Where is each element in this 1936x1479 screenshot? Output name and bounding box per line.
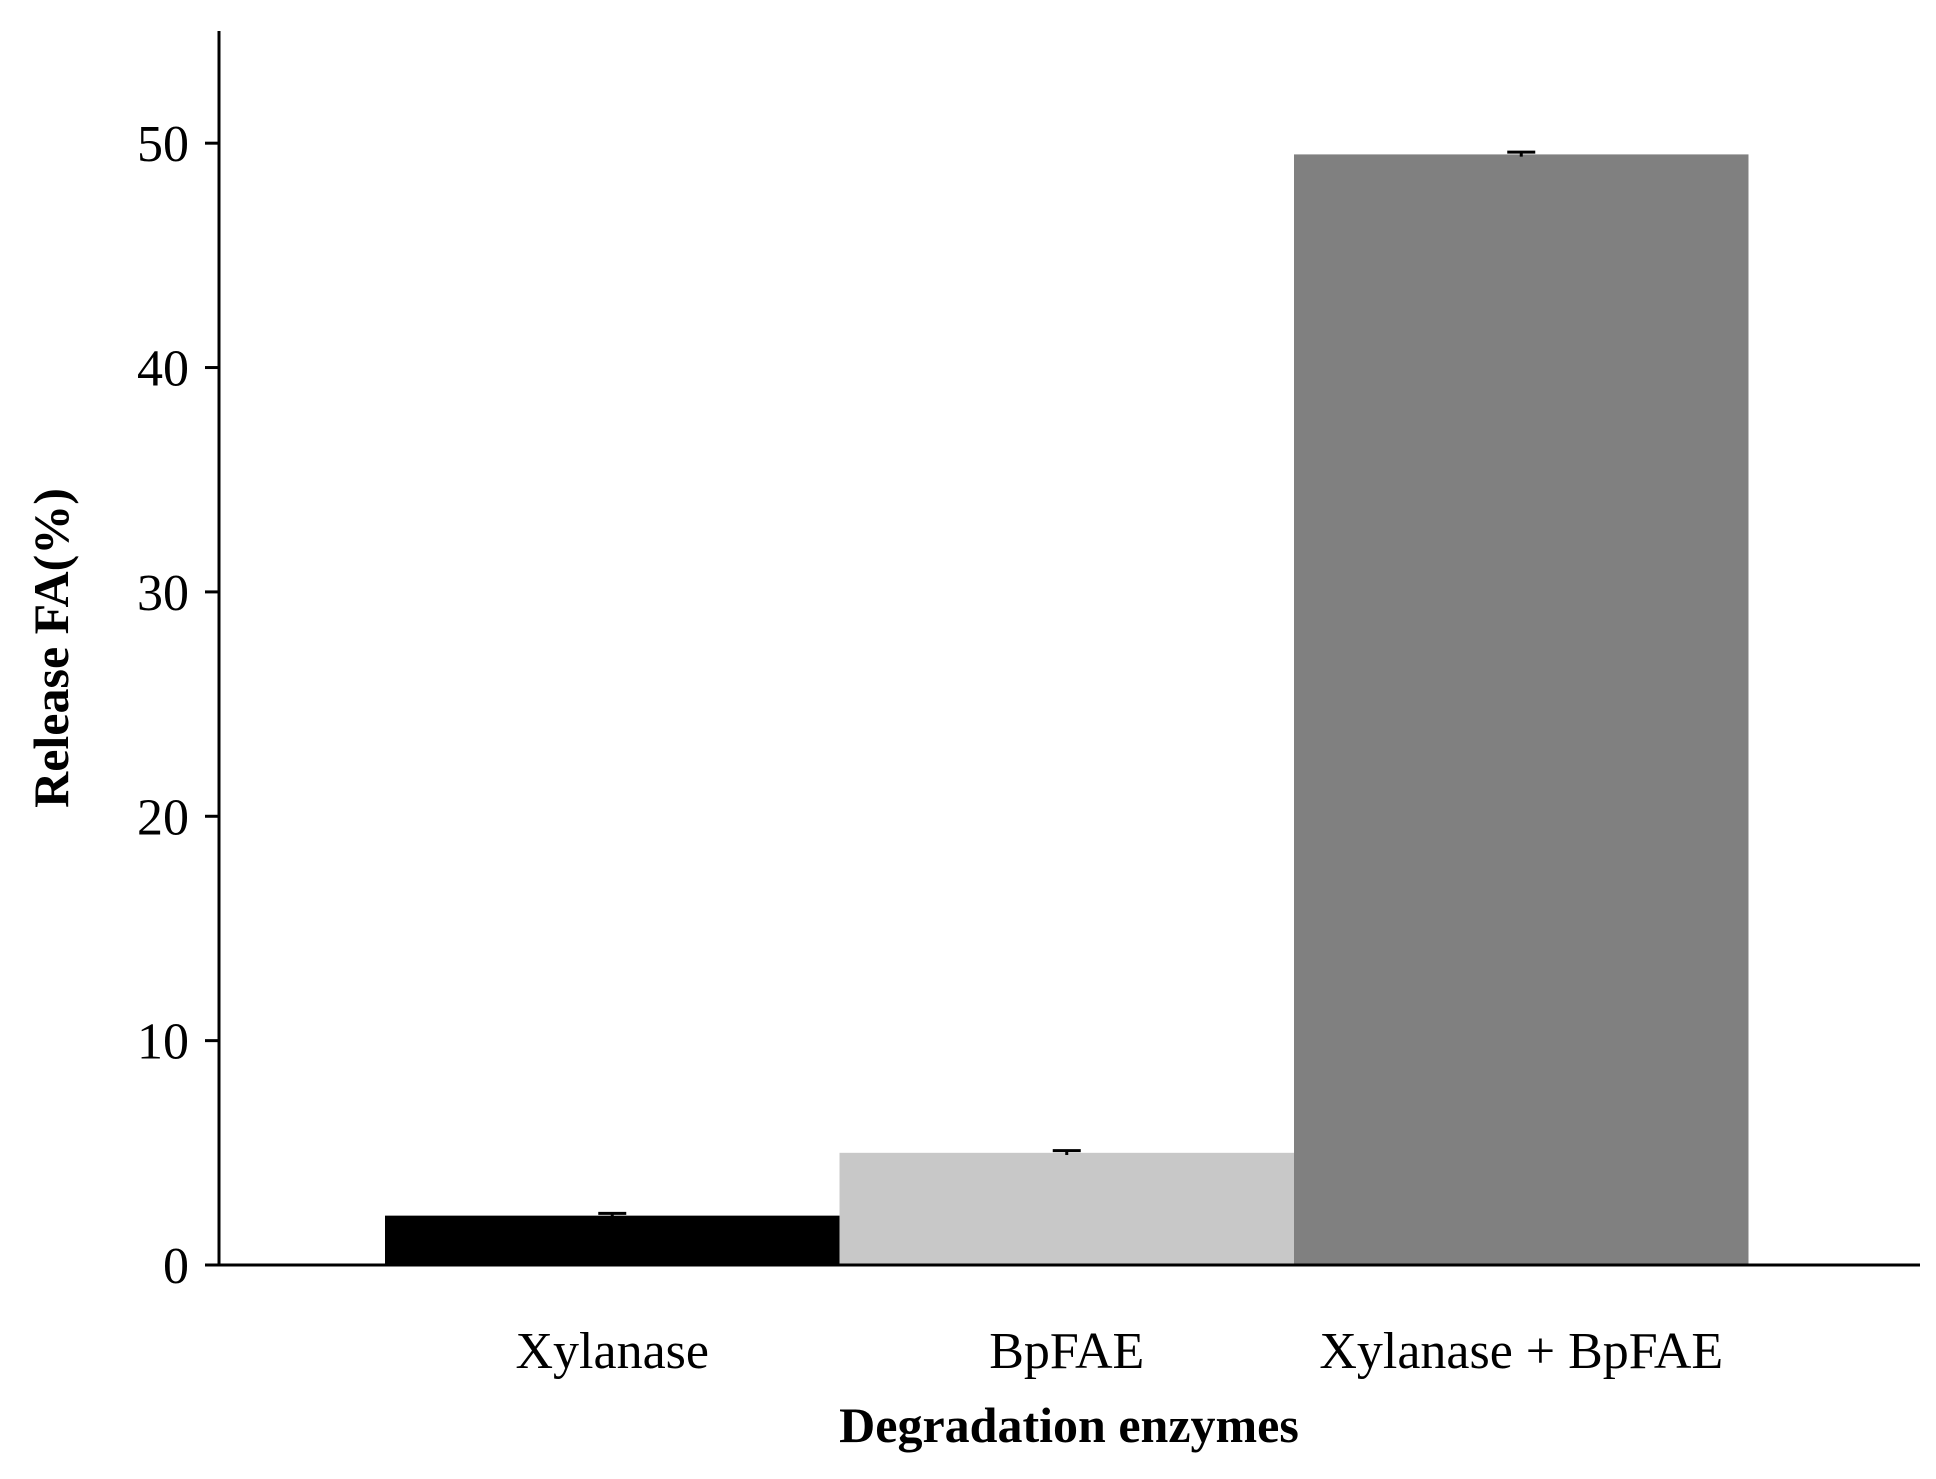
bar (839, 1152, 1294, 1265)
y-tick-label: 0 (163, 1238, 189, 1295)
y-tick-label: 10 (137, 1014, 189, 1071)
x-tick-label: Xylanase (516, 1323, 709, 1380)
y-tick-label: 20 (137, 789, 189, 846)
x-tick-label: BpFAE (989, 1323, 1144, 1380)
x-axis-title: Degradation enzymes (839, 1397, 1299, 1453)
bar (1294, 154, 1749, 1265)
y-tick-label: 40 (137, 341, 189, 398)
bar (385, 1215, 840, 1265)
error-bar (598, 1211, 627, 1218)
y-axis-title: Release FA(%) (23, 488, 79, 808)
x-tick-label: Xylanase + BpFAE (1319, 1323, 1723, 1380)
error-bar (1052, 1149, 1081, 1156)
error-bar (1507, 150, 1536, 157)
y-tick-label: 50 (137, 116, 189, 173)
y-tick-label: 30 (137, 565, 189, 622)
